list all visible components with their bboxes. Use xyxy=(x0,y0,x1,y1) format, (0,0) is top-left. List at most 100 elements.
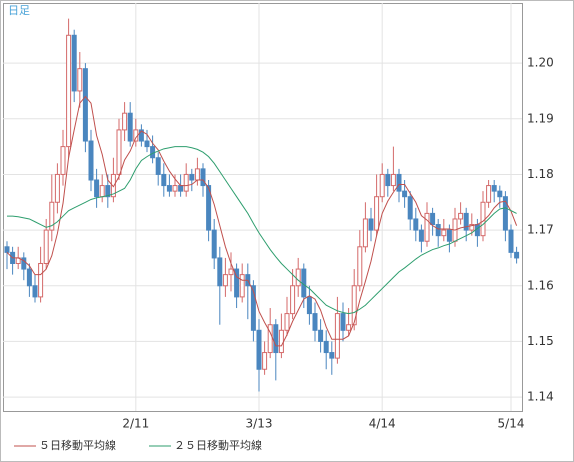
candle-body xyxy=(413,218,419,231)
candle-body xyxy=(267,324,273,354)
candle-body xyxy=(206,185,212,231)
candle-body xyxy=(99,185,105,198)
candle-body xyxy=(94,179,100,198)
candle-body xyxy=(374,196,380,231)
candle-body xyxy=(234,268,240,298)
candle-body xyxy=(21,257,27,270)
x-tick-label: 5/14 xyxy=(498,417,525,431)
candle-body xyxy=(441,229,447,237)
candle-body xyxy=(508,229,514,253)
candle-body xyxy=(122,112,128,131)
y-tick-label: 1.14 xyxy=(527,390,554,404)
candle-body xyxy=(318,329,324,342)
candle-body xyxy=(396,173,402,192)
candle-body xyxy=(178,185,184,192)
candle-body xyxy=(290,285,296,315)
candle-body xyxy=(110,173,116,198)
candle-body xyxy=(407,196,413,220)
candle-body xyxy=(26,268,32,287)
candle-body xyxy=(329,352,335,359)
candle-body xyxy=(284,313,290,331)
candle-body xyxy=(340,313,346,331)
candle-body xyxy=(435,224,441,237)
candle-body xyxy=(312,313,318,331)
candle-body xyxy=(116,129,122,175)
candle-body xyxy=(38,262,44,298)
candle-body xyxy=(334,313,340,359)
candle-body xyxy=(4,246,10,253)
candle-body xyxy=(424,212,430,242)
candle-body xyxy=(446,229,452,242)
candle-body xyxy=(256,329,262,370)
ma-line xyxy=(7,146,517,315)
candle-body xyxy=(32,285,38,298)
candle-body xyxy=(150,146,156,159)
candle-body xyxy=(49,201,55,231)
candle-body xyxy=(379,173,385,198)
y-tick-label: 1.19 xyxy=(527,111,554,125)
candle-body xyxy=(250,285,256,331)
candle-body xyxy=(222,274,228,287)
candle-body xyxy=(273,324,279,354)
candle-body xyxy=(497,190,503,198)
candle-body xyxy=(228,268,234,276)
candle-body xyxy=(161,173,167,187)
candle-body xyxy=(77,68,83,92)
candle-body xyxy=(463,212,469,231)
y-tick-label: 1.20 xyxy=(527,56,554,70)
candle-body xyxy=(138,129,144,142)
candle-body xyxy=(183,173,189,192)
candle-body xyxy=(71,34,77,92)
candle-body xyxy=(144,140,150,148)
candle-body xyxy=(385,173,391,187)
candle-body xyxy=(54,173,60,203)
candle-body xyxy=(189,173,195,181)
candle-body xyxy=(200,168,206,187)
candle-body xyxy=(127,112,133,142)
candle-body xyxy=(368,218,374,231)
legend-label: ５日移動平均線 xyxy=(39,438,116,452)
candle-body xyxy=(155,157,161,175)
candle-body xyxy=(166,185,172,192)
x-tick-label: 2/11 xyxy=(122,417,149,431)
candle-body xyxy=(469,224,475,231)
candle-body xyxy=(502,196,508,231)
y-tick-label: 1.17 xyxy=(527,223,554,237)
candle-body xyxy=(346,324,352,331)
candle-body xyxy=(105,185,111,198)
candle-body xyxy=(430,212,436,226)
candle-body xyxy=(211,229,217,259)
candle-body xyxy=(491,185,497,192)
legend-label: ２５日移動平均線 xyxy=(174,438,262,452)
y-tick-label: 1.18 xyxy=(527,167,554,181)
y-tick-label: 1.16 xyxy=(527,278,554,292)
candle-body xyxy=(172,185,178,192)
candle-body xyxy=(43,229,49,264)
candle-body xyxy=(486,185,492,203)
candle-body xyxy=(295,268,301,287)
candle-body xyxy=(351,285,357,326)
candle-body xyxy=(239,274,245,298)
candle-body xyxy=(60,146,66,175)
y-tick-label: 1.15 xyxy=(527,334,554,348)
candle-body xyxy=(390,173,396,187)
candle-body xyxy=(480,201,486,237)
candle-body xyxy=(362,218,368,248)
candle-body xyxy=(262,352,268,370)
x-tick-label: 4/14 xyxy=(369,417,396,431)
candle-body xyxy=(418,229,424,242)
ma-line xyxy=(6,95,518,347)
candle-body xyxy=(82,68,88,142)
x-tick-label: 3/13 xyxy=(246,417,273,431)
candle-body xyxy=(458,212,464,220)
candle-body xyxy=(357,246,363,287)
candle-body xyxy=(66,34,72,148)
candle-body xyxy=(306,296,312,315)
period-label: 日足 xyxy=(8,4,30,17)
candle-body xyxy=(217,257,223,287)
plot-area xyxy=(3,3,523,412)
candle-body xyxy=(402,190,408,198)
candle-body xyxy=(278,329,284,354)
candle-body xyxy=(514,251,520,259)
